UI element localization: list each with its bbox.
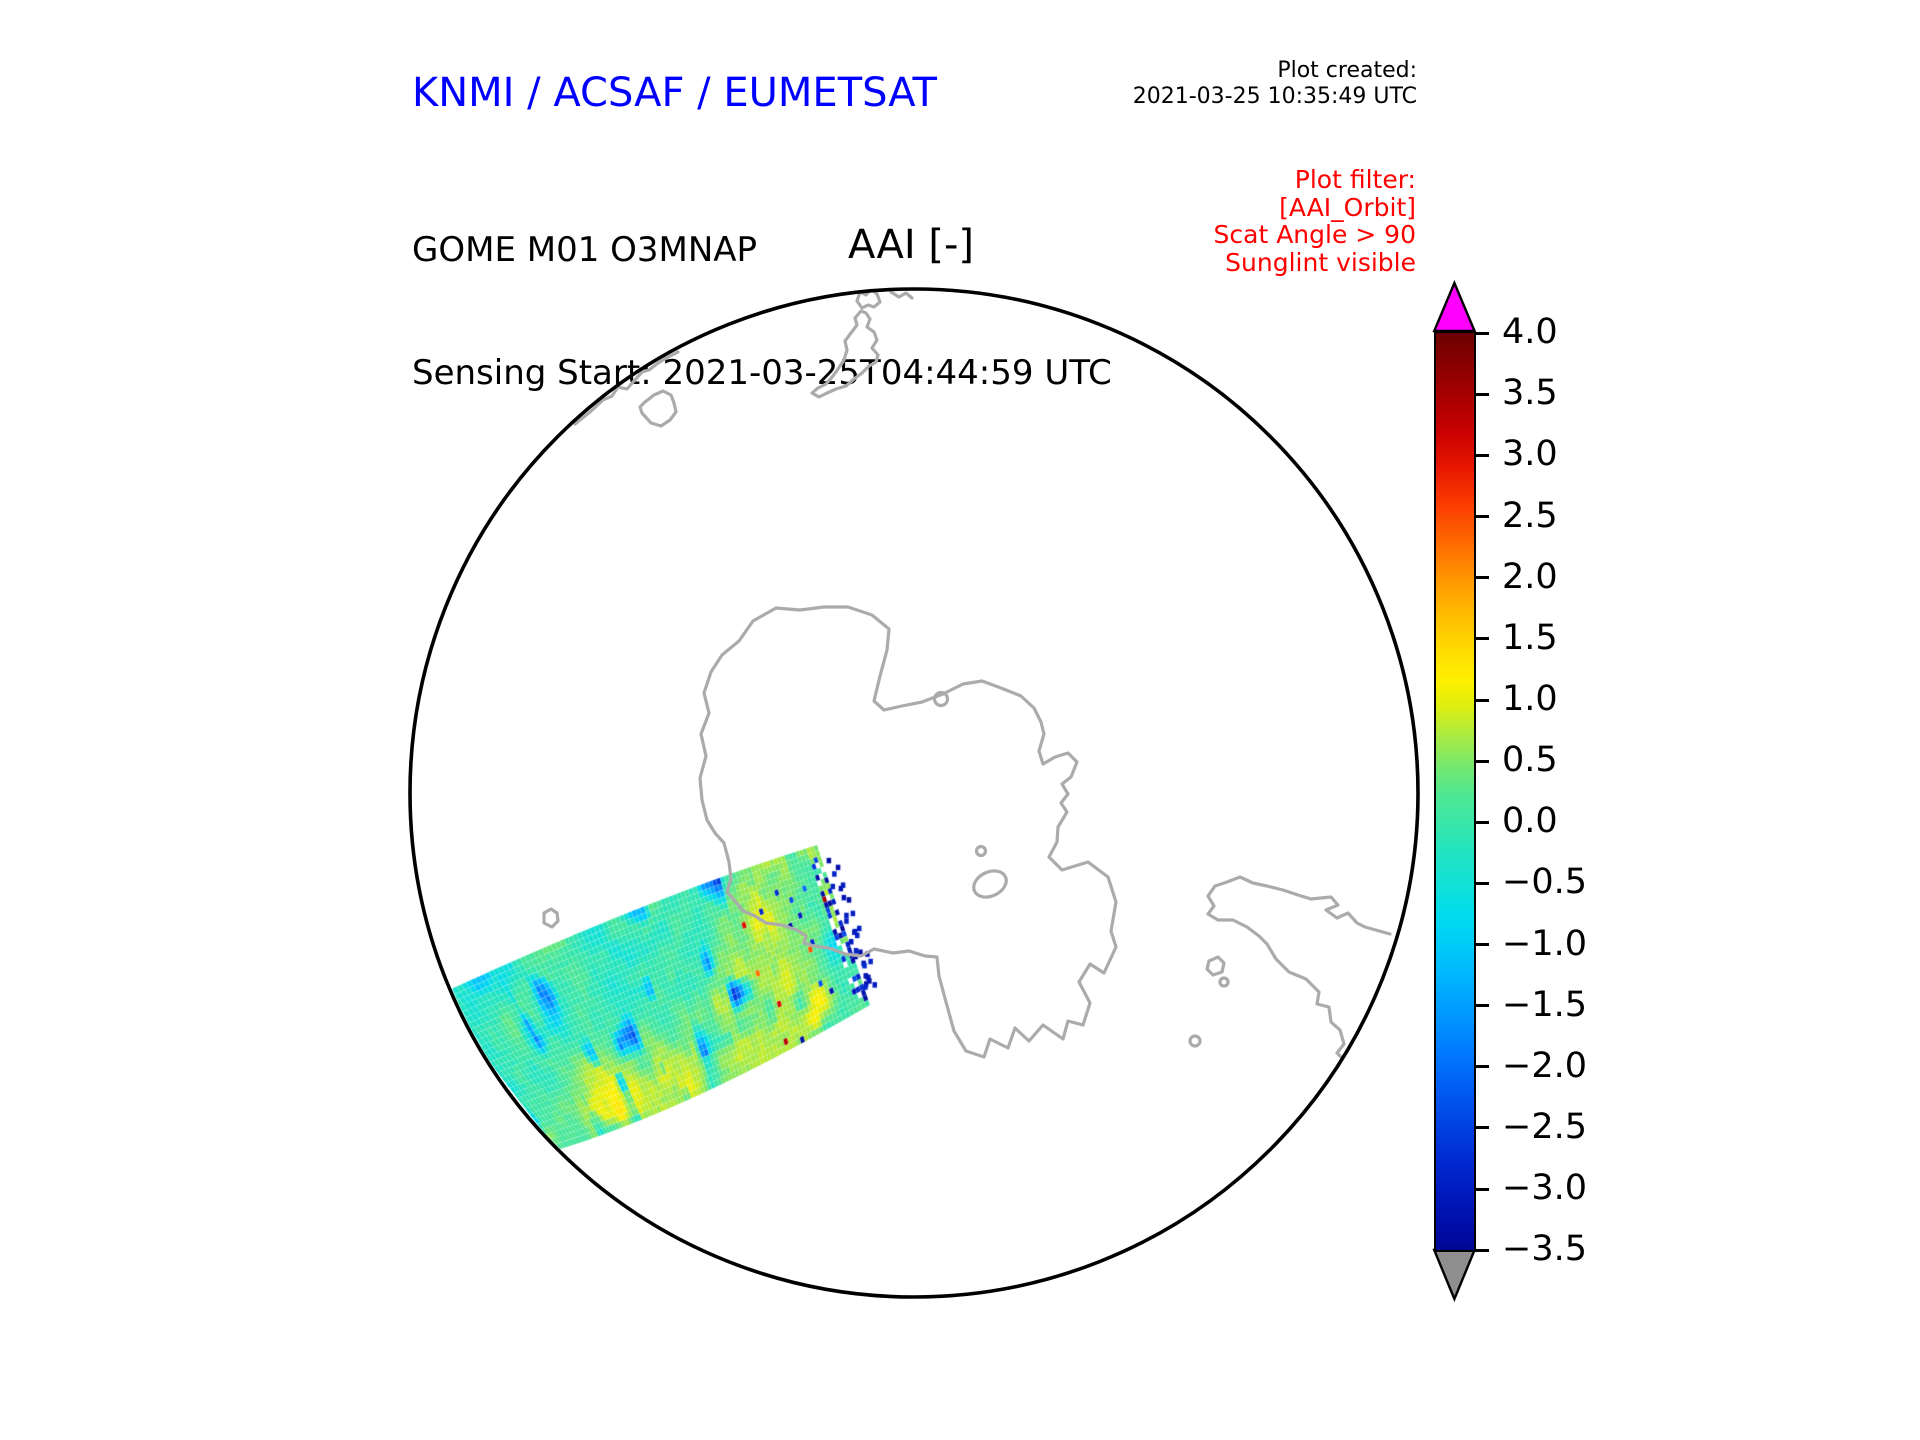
colorbar-tick-mark <box>1474 1004 1489 1008</box>
colorbar-gradient <box>1434 330 1477 1252</box>
coast-islet <box>542 907 560 929</box>
map-boundary-circle <box>408 287 1420 1299</box>
colorbar-tick-mark <box>1474 515 1489 519</box>
colorbar-tick-mark <box>1474 453 1489 457</box>
colorbar-tick-label: −2.5 <box>1502 1106 1587 1147</box>
colorbar-tick-label: 0.0 <box>1502 801 1558 842</box>
coast-nz-north-island <box>855 290 882 310</box>
colorbar-tick-mark <box>1474 1187 1489 1191</box>
colorbar-tick-label: 4.0 <box>1502 312 1558 353</box>
colorbar-tick-mark <box>1474 331 1489 335</box>
colorbar-tick-label: 3.5 <box>1502 373 1558 414</box>
colorbar-tick-label: 3.0 <box>1502 434 1558 475</box>
colorbar-over-arrow-icon <box>1432 279 1477 333</box>
colorbar-tick-mark <box>1474 943 1489 947</box>
colorbar-tick-label: −0.5 <box>1502 862 1587 903</box>
colorbar-tick-mark <box>1474 881 1489 885</box>
colorbar-tick-mark <box>1474 576 1489 580</box>
colorbar-tick-mark <box>1474 1126 1489 1130</box>
colorbar-tick-label: −1.0 <box>1502 923 1587 964</box>
colorbar-tick-label: −1.5 <box>1502 984 1587 1025</box>
colorbar-under-arrow-icon <box>1432 1248 1477 1303</box>
coast-fragment <box>889 290 914 300</box>
coast-bay-island <box>972 869 1008 899</box>
colorbar-tick-mark <box>1474 698 1489 702</box>
coast-island <box>1205 955 1226 977</box>
coast-islet <box>1218 976 1230 988</box>
colorbar-tick-label: 1.0 <box>1502 679 1558 719</box>
colorbar-tick-label: −3.0 <box>1502 1168 1587 1209</box>
coast-nz-south-island <box>810 309 880 399</box>
colorbar-tick-label: 2.0 <box>1502 556 1558 597</box>
colorbar-tick-mark <box>1474 820 1489 824</box>
coast-islet <box>974 844 988 858</box>
coast-tasmania <box>638 389 678 428</box>
colorbar-tick-label: −2.0 <box>1502 1045 1587 1086</box>
colorbar-tick-label: −3.5 <box>1502 1229 1587 1270</box>
colorbar-tick-mark <box>1474 637 1489 641</box>
colorbar-tick-label: 0.5 <box>1502 740 1558 781</box>
colorbar-tick-label: 1.5 <box>1502 617 1558 658</box>
coast-australia <box>573 350 680 426</box>
colorbar-tick-mark <box>1474 759 1489 763</box>
coast-antarctica <box>698 605 1118 1059</box>
coast-islet <box>932 690 950 708</box>
coast-islet <box>1188 1034 1202 1048</box>
colorbar-tick-mark <box>1474 1065 1489 1069</box>
colorbar-tick-mark <box>1474 1248 1489 1252</box>
colorbar-tick-mark <box>1474 392 1489 396</box>
colorbar-tick-label: 2.5 <box>1502 495 1558 536</box>
